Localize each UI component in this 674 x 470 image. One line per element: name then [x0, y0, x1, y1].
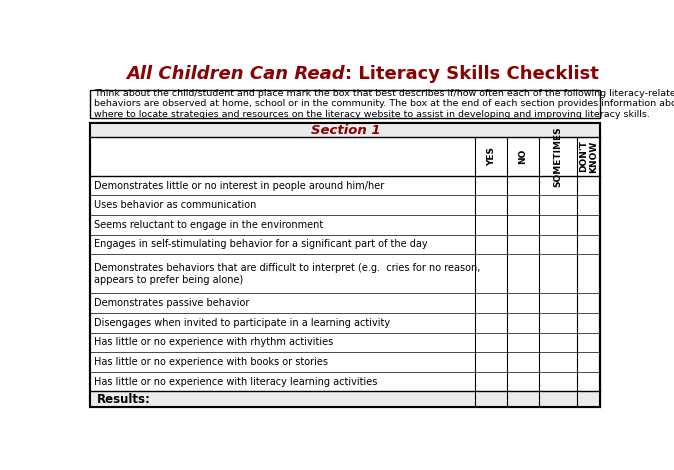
- FancyBboxPatch shape: [90, 89, 601, 118]
- Text: Think about the child/student and place mark the box that best describes if/how : Think about the child/student and place …: [94, 89, 674, 118]
- Text: Has little or no experience with rhythm activities: Has little or no experience with rhythm …: [94, 337, 333, 347]
- Text: Has little or no experience with literacy learning activities: Has little or no experience with literac…: [94, 376, 377, 386]
- Text: Has little or no experience with books or stories: Has little or no experience with books o…: [94, 357, 328, 367]
- Text: Demonstrates little or no interest in people around him/her: Demonstrates little or no interest in pe…: [94, 180, 384, 190]
- Text: Seems reluctant to engage in the environment: Seems reluctant to engage in the environ…: [94, 220, 323, 230]
- Text: Results:: Results:: [96, 392, 150, 406]
- Text: Engages in self-stimulating behavior for a significant part of the day: Engages in self-stimulating behavior for…: [94, 239, 427, 250]
- Text: Demonstrates passive behavior: Demonstrates passive behavior: [94, 298, 249, 308]
- FancyBboxPatch shape: [91, 392, 600, 406]
- Text: Disengages when invited to participate in a learning activity: Disengages when invited to participate i…: [94, 318, 390, 328]
- Text: SOMETIMES: SOMETIMES: [553, 126, 562, 187]
- FancyBboxPatch shape: [91, 124, 600, 137]
- Text: NO: NO: [518, 149, 527, 164]
- Text: Section 1: Section 1: [311, 124, 380, 137]
- FancyBboxPatch shape: [90, 124, 601, 407]
- Text: All Children Can Read: All Children Can Read: [126, 65, 344, 83]
- Text: Demonstrates behaviors that are difficult to interpret (e.g.  cries for no reaso: Demonstrates behaviors that are difficul…: [94, 263, 480, 284]
- Text: DON'T
KNOW: DON'T KNOW: [579, 141, 599, 172]
- Text: YES: YES: [487, 147, 496, 166]
- Text: : Literacy Skills Checklist: : Literacy Skills Checklist: [344, 65, 599, 83]
- Text: Uses behavior as communication: Uses behavior as communication: [94, 200, 256, 210]
